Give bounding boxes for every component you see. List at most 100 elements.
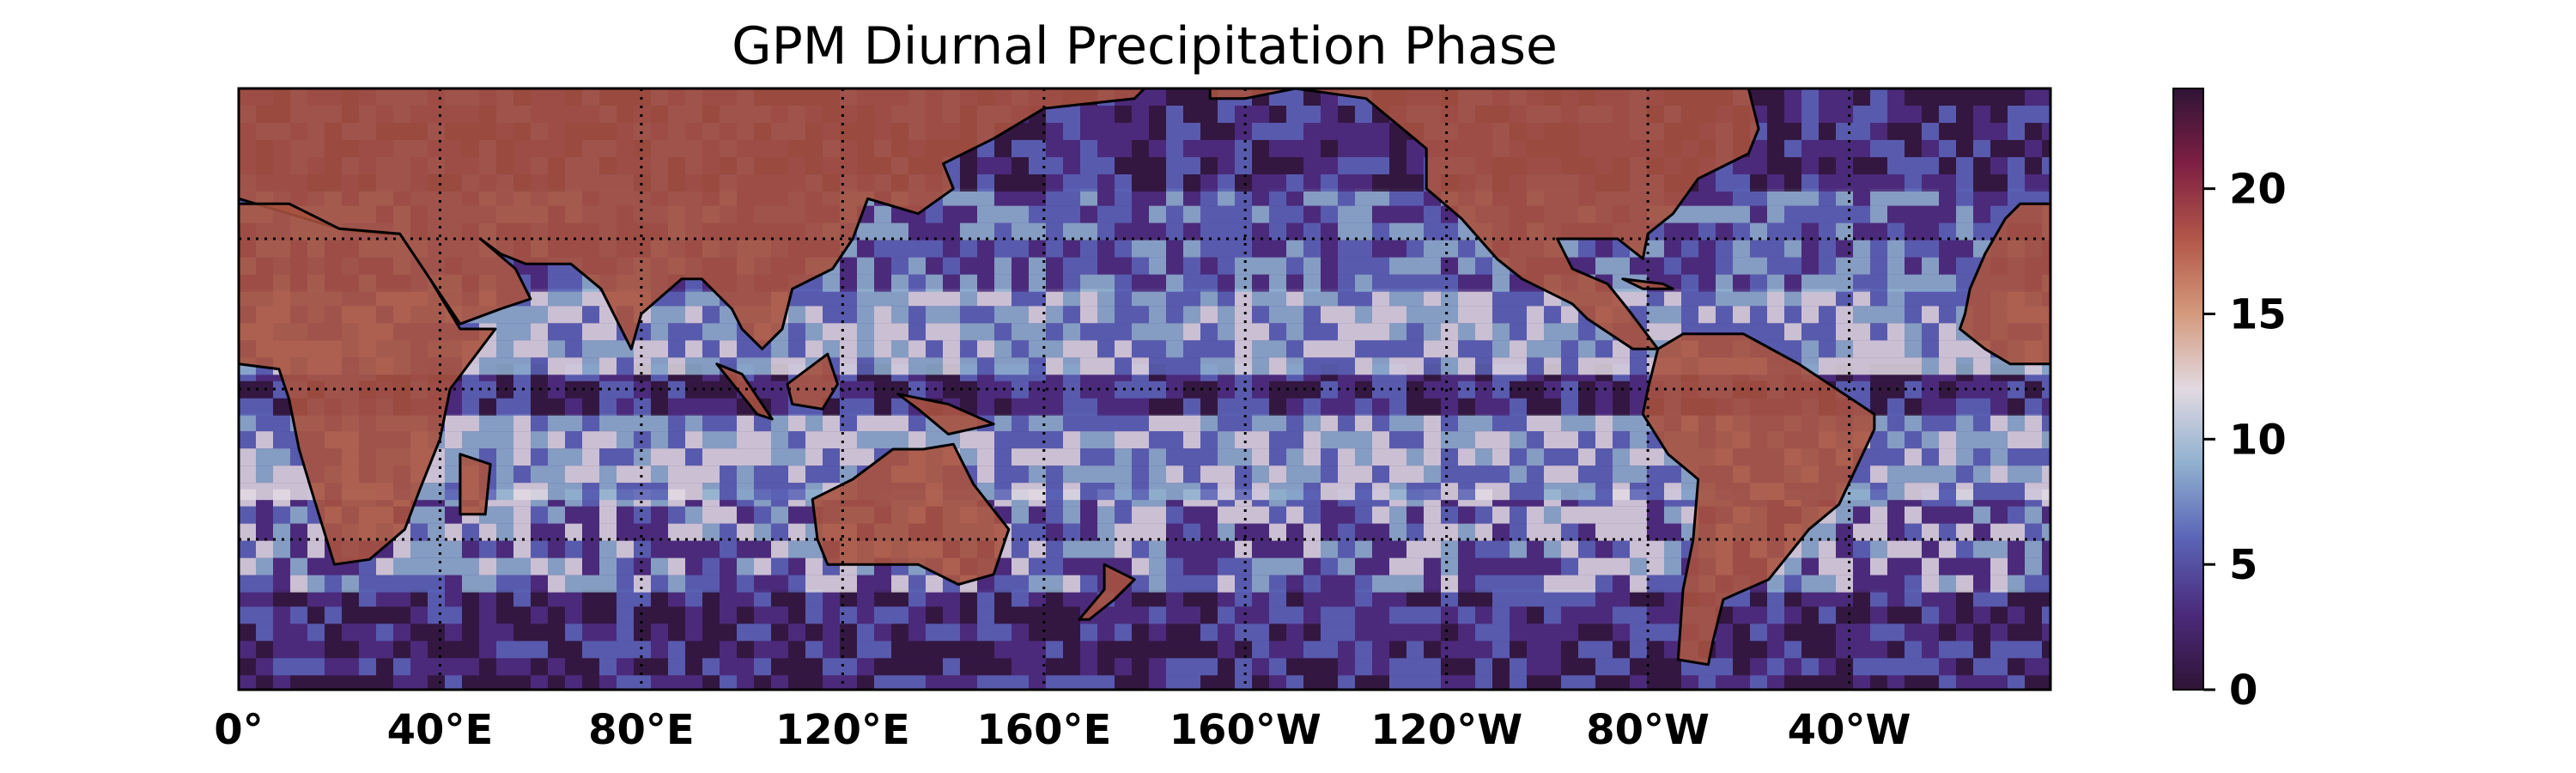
field-cell (1303, 222, 1321, 240)
field-cell (1905, 466, 1922, 484)
field-cell (1475, 540, 1492, 558)
field-cell (1406, 357, 1424, 375)
field-cell (1389, 675, 1406, 690)
field-cell (1887, 506, 1905, 524)
field-cell (1784, 188, 1801, 206)
field-cell (1218, 157, 1235, 174)
field-cell (1406, 157, 1424, 174)
field-cell (1012, 675, 1029, 690)
field-cell (1595, 589, 1613, 607)
field-cell (1819, 222, 1836, 240)
field-cell (1887, 398, 1905, 416)
field-cell (1750, 624, 1767, 642)
field-cell (1046, 523, 1063, 541)
field-cell (1973, 188, 1990, 206)
field-cell (1406, 658, 1424, 676)
field-cell (410, 589, 428, 607)
field-cell (668, 466, 685, 484)
field-cell (1801, 323, 1819, 341)
field-cell (1492, 641, 1510, 659)
field-cell (1733, 624, 1750, 642)
field-cell (1029, 174, 1046, 192)
field-cell (737, 523, 754, 541)
field-cell (1029, 448, 1046, 466)
field-cell (874, 431, 891, 449)
field-cell (582, 506, 599, 524)
field-cell (1406, 448, 1424, 466)
field-cell (1338, 658, 1355, 676)
field-cell (1372, 431, 1389, 449)
field-cell (1510, 575, 1527, 593)
field-cell (273, 506, 290, 524)
field-cell (1097, 523, 1115, 541)
field-cell (943, 257, 960, 275)
field-cell (1235, 174, 1252, 192)
field-cell (874, 414, 891, 432)
field-cell (1218, 306, 1235, 324)
field-cell (1338, 257, 1355, 275)
field-cell (256, 540, 273, 558)
field-cell (1870, 431, 1887, 449)
field-cell (634, 523, 651, 541)
field-cell (994, 575, 1012, 593)
field-cell (1303, 575, 1321, 593)
field-cell (926, 257, 943, 275)
field-cell (1887, 340, 1905, 358)
field-cell (1870, 641, 1887, 659)
field-cell (1252, 675, 1269, 690)
field-cell (599, 624, 617, 642)
field-cell (1372, 357, 1389, 375)
field-cell (1389, 589, 1406, 607)
field-cell (1355, 205, 1372, 223)
field-cell (1166, 557, 1183, 575)
field-cell (1458, 589, 1475, 607)
field-cell (1956, 205, 1973, 223)
field-cell (1355, 448, 1372, 466)
field-cell (1115, 222, 1132, 240)
field-cell (685, 641, 702, 659)
field-cell (410, 575, 428, 593)
field-cell (1784, 106, 1801, 123)
field-cell (1595, 557, 1613, 575)
field-cell (720, 340, 737, 358)
field-cell (1372, 414, 1389, 432)
field-cell (1338, 174, 1355, 192)
field-cell (926, 357, 943, 375)
field-cell (1080, 448, 1097, 466)
field-cell (960, 448, 977, 466)
field-cell (1681, 257, 1698, 275)
field-cell (651, 506, 668, 524)
field-cell (1492, 306, 1510, 324)
field-cell (857, 323, 874, 341)
field-cell (1424, 289, 1441, 307)
field-cell (1578, 357, 1595, 375)
field-cell (685, 483, 702, 501)
field-cell (1046, 357, 1063, 375)
field-cell (1269, 414, 1286, 432)
field-cell (1029, 323, 1046, 341)
field-cell (2042, 357, 2050, 375)
field-cell (599, 557, 617, 575)
field-cell (1218, 658, 1235, 676)
field-cell (428, 606, 445, 624)
field-cell (1424, 257, 1441, 275)
field-cell (1286, 306, 1303, 324)
field-cell (1200, 123, 1218, 140)
field-cell (239, 506, 256, 524)
field-cell (1698, 174, 1716, 192)
field-cell (1200, 641, 1218, 659)
field-cell (1080, 323, 1097, 341)
field-cell (565, 557, 582, 575)
field-cell (720, 431, 737, 449)
field-cell (1905, 431, 1922, 449)
field-cell (1183, 606, 1200, 624)
field-cell (1973, 205, 1990, 223)
field-cell (462, 414, 479, 432)
field-cell (1132, 340, 1149, 358)
field-cell (1218, 414, 1235, 432)
field-cell (1012, 414, 1029, 432)
field-cell (1338, 340, 1355, 358)
field-cell (788, 606, 805, 624)
field-cell (1046, 589, 1063, 607)
field-cell (617, 641, 634, 659)
